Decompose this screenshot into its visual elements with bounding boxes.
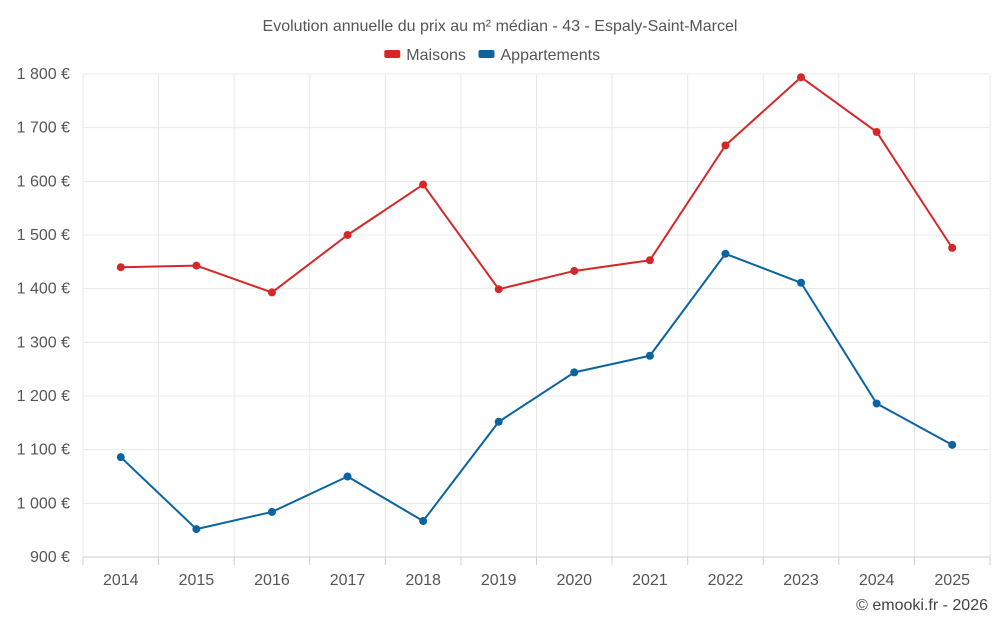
- legend: Maisons Appartements: [384, 47, 600, 64]
- data-point[interactable]: [343, 472, 352, 481]
- y-tick-label: 1 400 €: [17, 281, 70, 298]
- gridlines: [82, 73, 991, 558]
- data-point[interactable]: [948, 440, 957, 449]
- legend-item-maisons[interactable]: Maisons: [384, 47, 466, 64]
- data-point[interactable]: [872, 399, 881, 408]
- credit-text: © emooki.fr - 2026: [856, 597, 988, 614]
- y-tick-label: 900 €: [30, 549, 70, 566]
- y-tick-label: 1 500 €: [17, 227, 70, 244]
- data-point[interactable]: [948, 243, 957, 252]
- legend-item-appartements[interactable]: Appartements: [478, 47, 601, 64]
- x-tick-label: 2019: [481, 572, 517, 589]
- legend-swatch: [384, 50, 401, 58]
- y-tick-label: 1 600 €: [17, 173, 70, 190]
- legend-label: Appartements: [501, 47, 601, 64]
- data-point[interactable]: [192, 261, 201, 270]
- data-point[interactable]: [192, 525, 201, 534]
- data-point[interactable]: [116, 453, 125, 462]
- data-point[interactable]: [494, 417, 503, 426]
- y-tick-label: 1 200 €: [17, 388, 70, 405]
- y-tick-label: 1 100 €: [17, 442, 70, 459]
- x-tick-label: 2014: [103, 572, 139, 589]
- data-point[interactable]: [797, 278, 806, 287]
- data-point[interactable]: [494, 285, 503, 294]
- x-axis: 2014 2015 2016 2017 2018 2019 2020 2021 2022 2023…: [82, 556, 991, 589]
- data-point[interactable]: [419, 180, 428, 189]
- data-point[interactable]: [645, 351, 654, 360]
- y-tick-label: 1 700 €: [17, 120, 70, 137]
- data-point[interactable]: [872, 127, 881, 136]
- data-point[interactable]: [721, 141, 730, 150]
- x-tick-label: 2021: [632, 572, 668, 589]
- series-appartements: [116, 249, 957, 534]
- y-tick-label: 1 000 €: [17, 495, 70, 512]
- x-tick-label: 2024: [859, 572, 895, 589]
- series-maisons: [116, 73, 957, 297]
- data-point[interactable]: [419, 517, 428, 526]
- chart-title: Evolution annuelle du prix au m² médian …: [263, 18, 738, 35]
- x-tick-label: 2020: [556, 572, 592, 589]
- data-point[interactable]: [267, 288, 276, 297]
- x-tick-label: 2018: [405, 572, 441, 589]
- series-line: [120, 252, 953, 531]
- data-point[interactable]: [797, 73, 806, 82]
- data-point[interactable]: [267, 507, 276, 516]
- series-group: [116, 73, 957, 534]
- legend-label: Maisons: [406, 47, 466, 64]
- x-tick-label: 2022: [708, 572, 744, 589]
- x-tick-label: 2025: [934, 572, 970, 589]
- data-point[interactable]: [721, 249, 730, 258]
- data-point[interactable]: [645, 256, 654, 265]
- data-point[interactable]: [116, 263, 125, 272]
- data-point[interactable]: [570, 368, 579, 377]
- x-tick-label: 2015: [179, 572, 215, 589]
- x-tick-label: 2017: [330, 572, 366, 589]
- y-tick-label: 1 800 €: [17, 66, 70, 83]
- y-axis: 900 € 1 000 € 1 100 € 1 200 € 1 300 € 1 400 €…: [17, 66, 70, 566]
- y-tick-label: 1 300 €: [17, 334, 70, 351]
- data-point[interactable]: [570, 266, 579, 275]
- x-tick-label: 2016: [254, 572, 290, 589]
- series-line: [120, 76, 954, 294]
- legend-swatch: [478, 50, 495, 58]
- data-point[interactable]: [343, 231, 352, 239]
- x-tick-label: 2023: [783, 572, 819, 589]
